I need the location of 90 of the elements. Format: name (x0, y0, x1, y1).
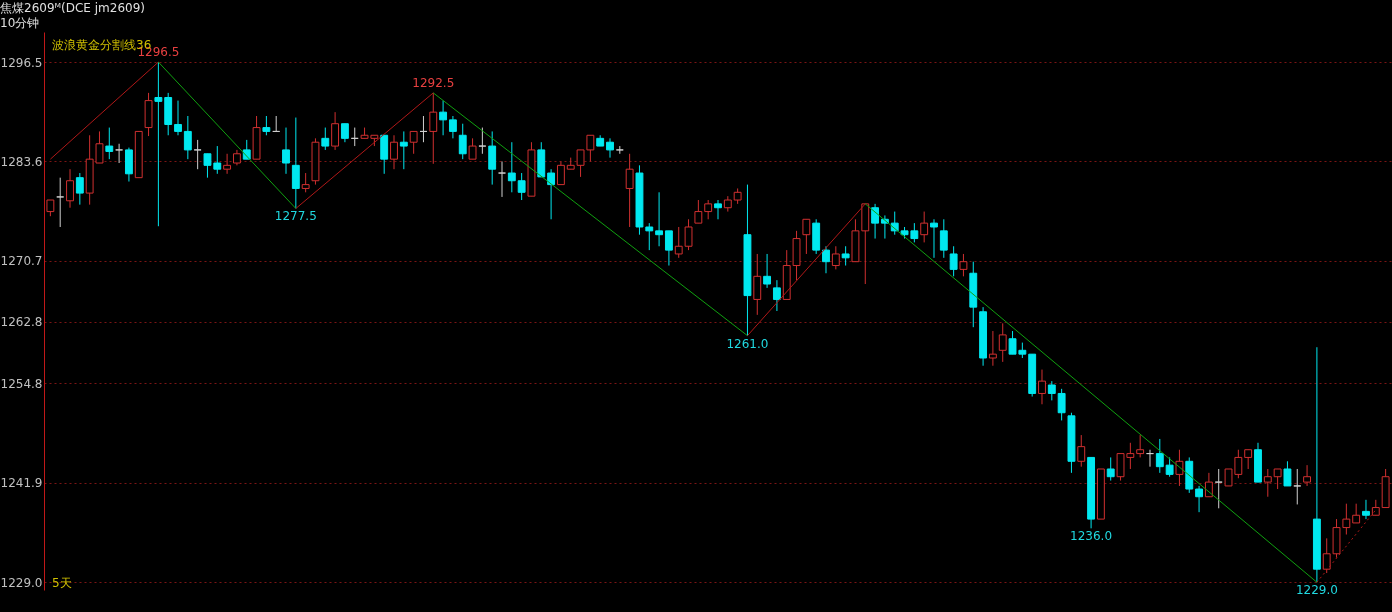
chart-title: 焦煤2609ᴹ(DCE jm2609) (0, 1, 146, 15)
candlestick (831, 245, 840, 270)
y-tick-label: 1262.8 (0, 315, 43, 330)
candlestick (66, 168, 74, 209)
y-tick-label: 1241.9 (0, 476, 43, 491)
candlestick (399, 130, 408, 170)
candlestick (763, 253, 772, 289)
candlestick (429, 92, 438, 165)
candlestick (802, 218, 811, 255)
candlestick (174, 100, 182, 136)
candlestick (988, 330, 997, 367)
candlestick (1106, 456, 1115, 482)
candlestick (448, 115, 457, 139)
candlestick (1136, 434, 1145, 458)
candlestick (920, 211, 929, 243)
candlestick (841, 245, 850, 267)
candlestick (340, 123, 349, 143)
candlestick (930, 218, 938, 259)
candlestick (291, 117, 300, 209)
candlestick (1362, 499, 1370, 520)
candlestick (223, 153, 232, 175)
candlestick (1155, 438, 1164, 474)
candlestick (1165, 456, 1174, 478)
candlestick (1204, 472, 1213, 498)
candlestick (507, 141, 516, 193)
candlestick (115, 143, 124, 164)
data-label: 1261.0 (726, 336, 769, 351)
candlestick (556, 160, 565, 186)
candlestick (1214, 468, 1223, 509)
data-label: 1277.5 (274, 209, 317, 224)
candlestick (959, 253, 968, 277)
candlestick (262, 115, 271, 136)
candlestick (1352, 503, 1361, 524)
candlestick (517, 172, 526, 201)
candlestick (124, 147, 133, 183)
candlestick (704, 199, 713, 220)
candlestick (321, 127, 330, 151)
y-tick-label: 1296.5 (0, 55, 43, 70)
candlestick (488, 130, 497, 186)
y-tick-label: 1283.6 (0, 154, 43, 169)
annotation: 5天 (52, 576, 72, 590)
candlestick (1175, 449, 1184, 487)
candlestick (694, 199, 703, 224)
candlestick (478, 127, 487, 155)
candlestick (1077, 434, 1086, 468)
candlestick (714, 199, 722, 220)
candlestick (939, 218, 948, 259)
candlestick (301, 172, 310, 193)
candlestick (753, 253, 762, 316)
candlestick (1244, 449, 1253, 470)
y-tick-label: 1254.8 (0, 376, 43, 391)
candlestick (468, 137, 477, 160)
candlestick (625, 153, 634, 228)
candlestick (390, 134, 398, 170)
candlestick (1263, 468, 1272, 498)
candlestick (105, 127, 114, 160)
candlestick (1303, 464, 1312, 487)
y-tick-label: 1270.7 (0, 254, 43, 269)
candlestick (949, 245, 958, 277)
candlestick (1195, 485, 1204, 513)
candlestick (606, 137, 614, 159)
candlestick (331, 111, 340, 151)
candlestick (409, 130, 418, 155)
candlestick (282, 127, 290, 175)
candlestick (183, 115, 192, 160)
candlestick (822, 245, 830, 274)
candlestick (154, 61, 163, 227)
candlestick (1038, 369, 1046, 405)
candlestick (56, 177, 65, 228)
candlestick (380, 134, 389, 175)
candlestick (1293, 468, 1302, 505)
candlestick (75, 172, 84, 206)
data-label: 1229.0 (1295, 583, 1338, 598)
chart-subtitle: 10分钟 (0, 16, 40, 30)
candlestick (998, 322, 1007, 363)
candlestick (664, 230, 673, 267)
candlestick (458, 123, 467, 160)
annotation: 1236.0 (1070, 529, 1113, 544)
y-tick-label: 1229.0 (0, 575, 43, 590)
candlestick (655, 191, 664, 247)
candlestick (1047, 380, 1056, 401)
candlestick (439, 100, 448, 136)
candlestick (772, 279, 781, 312)
candlestick (547, 168, 556, 220)
candlestick (193, 139, 202, 170)
candlestick (1273, 468, 1282, 490)
candlestick (1283, 460, 1292, 487)
candlestick (871, 203, 880, 240)
candlestick (1057, 388, 1066, 421)
data-label: 1292.5 (412, 75, 455, 90)
